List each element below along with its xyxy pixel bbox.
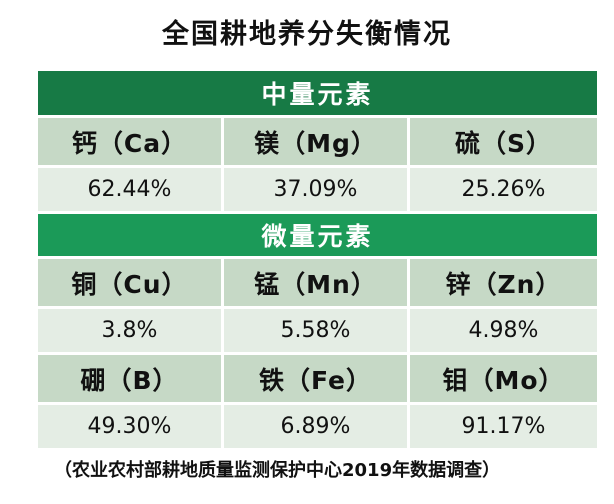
value-row: 3.8% 5.58% 4.98%	[38, 309, 597, 352]
label-row: 钙（Ca） 镁（Mg） 硫（S）	[38, 118, 597, 165]
element-value-mo: 91.17%	[461, 414, 546, 439]
element-value-zn: 4.98%	[468, 318, 539, 343]
element-value-cu: 3.8%	[38, 309, 224, 352]
element-value-mg: 37.09%	[224, 168, 410, 211]
element-label-mg: 镁（Mg）	[224, 118, 410, 165]
section-header-micronutrients: 微量元素	[38, 214, 597, 256]
element-label-b: 硼（B）	[38, 355, 224, 402]
label-row: 硼（B） 铁（Fe） 钼（Mo）	[38, 355, 597, 402]
nutrient-table: 中量元素 钙（Ca） 镁（Mg） 硫（S） 62.44% 37.09% 25.2…	[38, 71, 597, 448]
element-label-mo: 钼（Mo）	[442, 365, 565, 395]
element-label-ca: 钙（Ca）	[38, 118, 224, 165]
element-label-s: 硫（S）	[454, 128, 552, 158]
source-footnote: （农业农村部耕地质量监测保护中心2019年数据调查）	[54, 460, 501, 481]
value-row: 49.30% 6.89% 91.17%	[38, 405, 597, 448]
value-row: 62.44% 37.09% 25.26%	[38, 168, 597, 211]
element-label-fe: 铁（Fe）	[224, 355, 410, 402]
element-value-fe: 6.89%	[224, 405, 410, 448]
element-value-b: 49.30%	[38, 405, 224, 448]
element-value-mn: 5.58%	[224, 309, 410, 352]
element-value-s: 25.26%	[461, 177, 546, 202]
label-row: 铜（Cu） 锰（Mn） 锌（Zn）	[38, 259, 597, 306]
element-label-mn: 锰（Mn）	[224, 259, 410, 306]
element-label-zn: 锌（Zn）	[445, 269, 562, 299]
element-value-ca: 62.44%	[38, 168, 224, 211]
chart-title: 全国耕地养分失衡情况	[162, 19, 452, 50]
element-label-cu: 铜（Cu）	[38, 259, 224, 306]
section-header-secondary-nutrients: 中量元素	[38, 71, 597, 115]
